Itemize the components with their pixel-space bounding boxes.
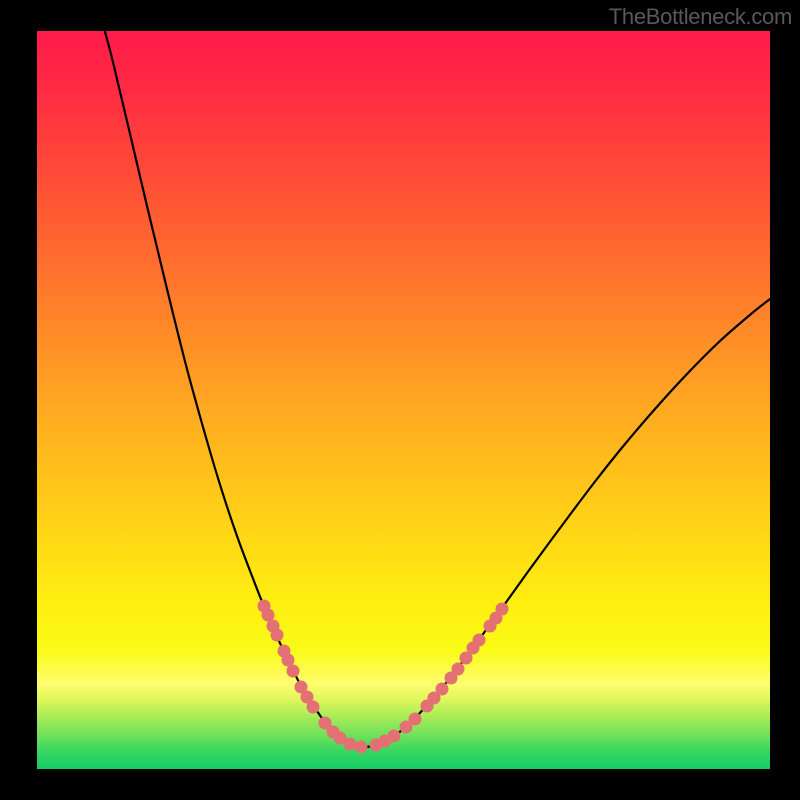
data-marker — [271, 629, 284, 642]
data-marker — [287, 665, 300, 678]
data-marker — [473, 634, 486, 647]
data-marker — [355, 741, 368, 754]
bottleneck-curve — [102, 31, 770, 747]
chart-container: TheBottleneck.com — [0, 0, 800, 800]
data-marker — [409, 713, 422, 726]
data-marker — [344, 738, 357, 751]
plot-area — [37, 31, 770, 769]
data-marker — [307, 701, 320, 714]
curve-markers — [258, 600, 509, 754]
watermark-text: TheBottleneck.com — [609, 4, 792, 30]
data-marker — [496, 603, 509, 616]
data-marker — [436, 683, 449, 696]
data-marker — [452, 663, 465, 676]
data-marker — [388, 730, 401, 743]
curve-layer — [37, 31, 770, 769]
